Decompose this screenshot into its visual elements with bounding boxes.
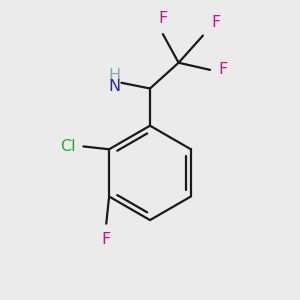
Text: F: F [219,62,228,77]
Text: F: F [158,11,167,26]
Text: H: H [108,68,120,83]
Text: F: F [211,15,220,30]
Text: N: N [108,79,120,94]
Text: Cl: Cl [61,139,76,154]
Text: F: F [102,232,111,247]
